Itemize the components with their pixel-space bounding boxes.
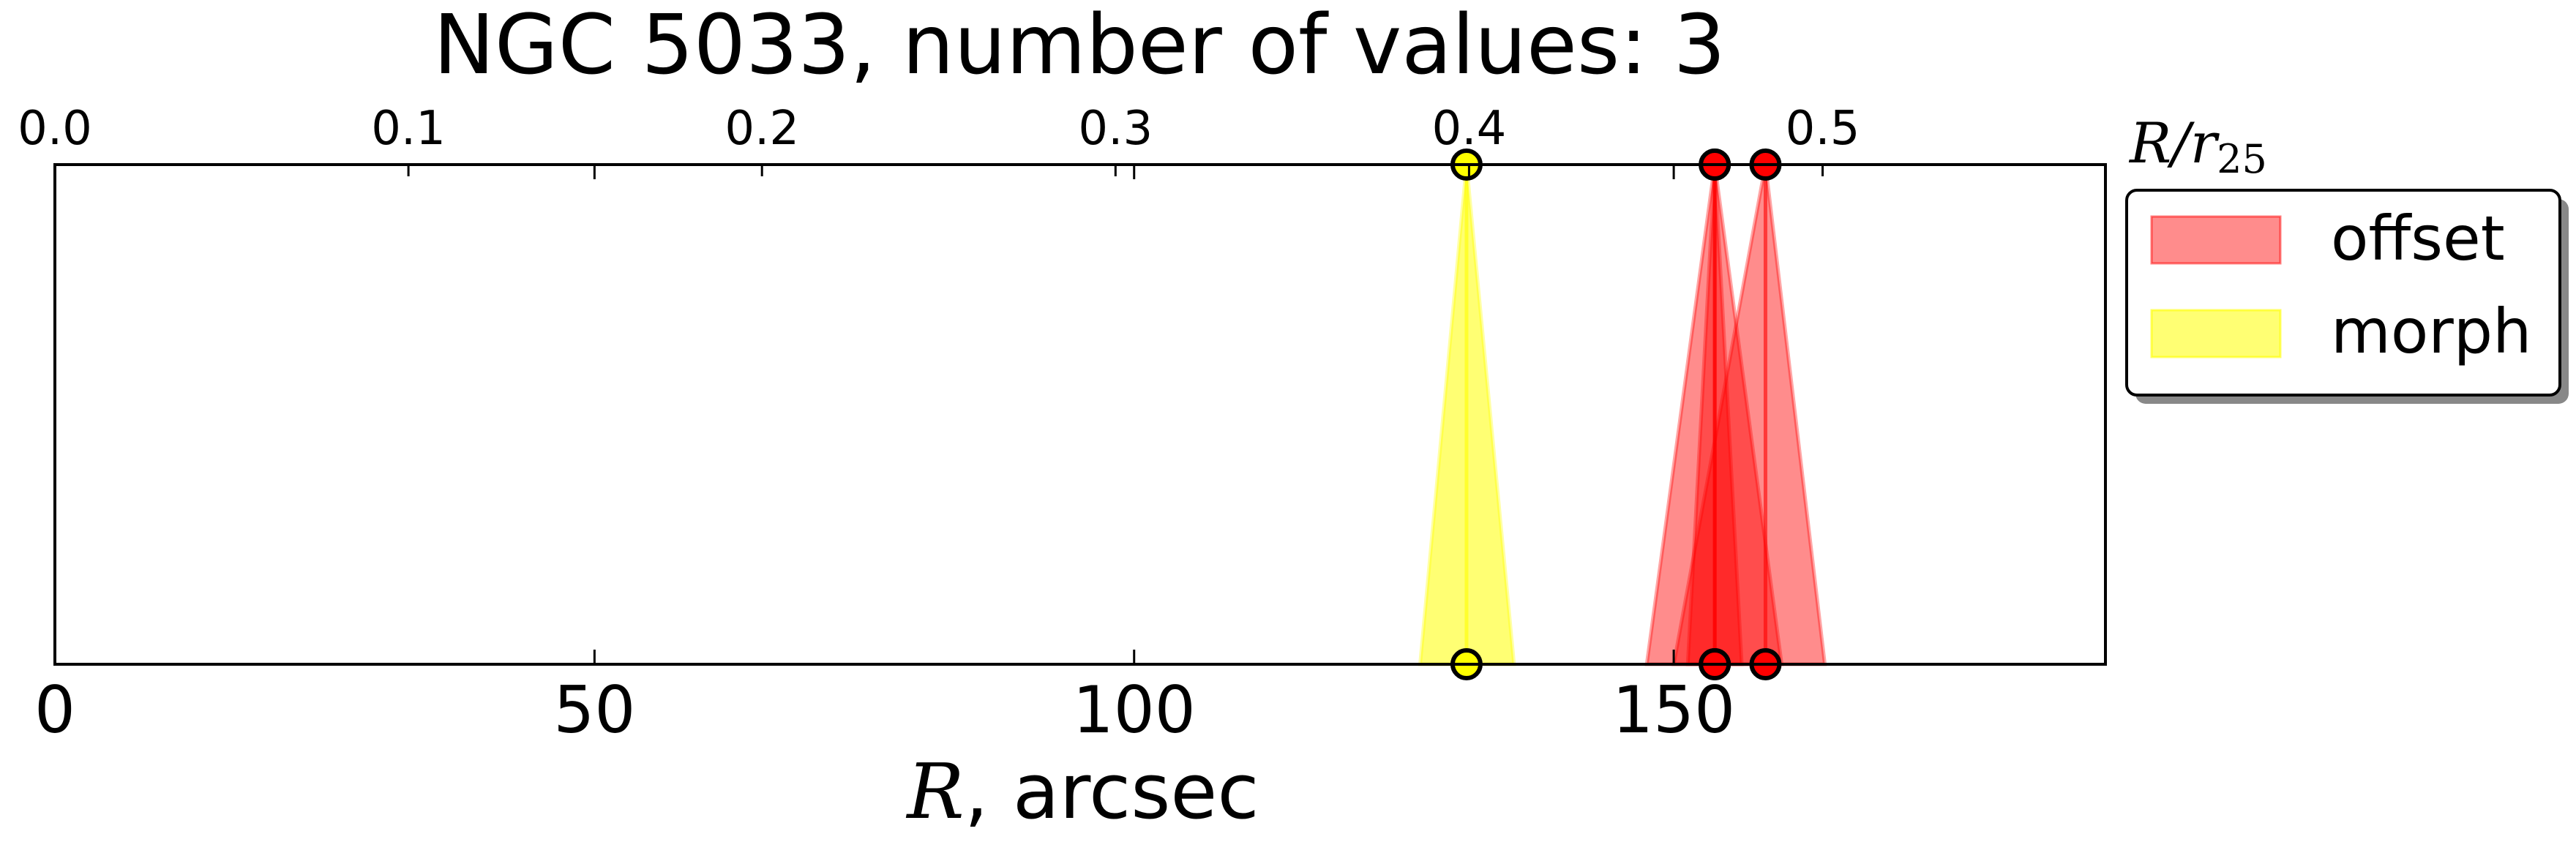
x-axis-unit: , arcsec	[965, 747, 1259, 836]
top-tick-label-0.2: 0.2	[724, 102, 799, 156]
x-tick-label-50: 50	[553, 672, 635, 748]
top-tick-label-0.4: 0.4	[1432, 102, 1507, 156]
x-tick-label-0: 0	[34, 672, 75, 748]
bands-layer	[1418, 164, 1827, 666]
top-tick-label-0.3: 0.3	[1078, 102, 1153, 156]
legend-label-offset: offset	[2331, 203, 2505, 274]
legend-swatch-offset	[2150, 215, 2282, 265]
top-tick-label-0.0: 0.0	[18, 102, 92, 156]
legend-swatch-morph	[2150, 309, 2282, 358]
x-axis-label: R, arcsec	[905, 747, 1259, 836]
top-axis-label-main: R/r	[2128, 110, 2220, 176]
x-tick-label-150: 150	[1612, 672, 1735, 748]
top-tick-label-0.5: 0.5	[1786, 102, 1860, 156]
x-axis-symbol: R	[905, 747, 964, 836]
chart-title: NGC 5033, number of values: 3	[433, 0, 1726, 93]
legend: offset morph	[2125, 189, 2569, 404]
x-tick-label-100: 100	[1073, 672, 1196, 748]
legend-label-morph: morph	[2331, 296, 2531, 367]
top-axis-label-sub: 25	[2217, 136, 2267, 182]
top-axis: 0.0 0.1 0.2 0.3 0.4 0.5	[18, 102, 1860, 176]
top-tick-label-0.1: 0.1	[371, 102, 446, 156]
top-axis-label: R/r25	[2128, 110, 2267, 182]
plot-frame	[53, 163, 2107, 666]
bottom-axis: 0 50 100 150	[34, 165, 1735, 748]
